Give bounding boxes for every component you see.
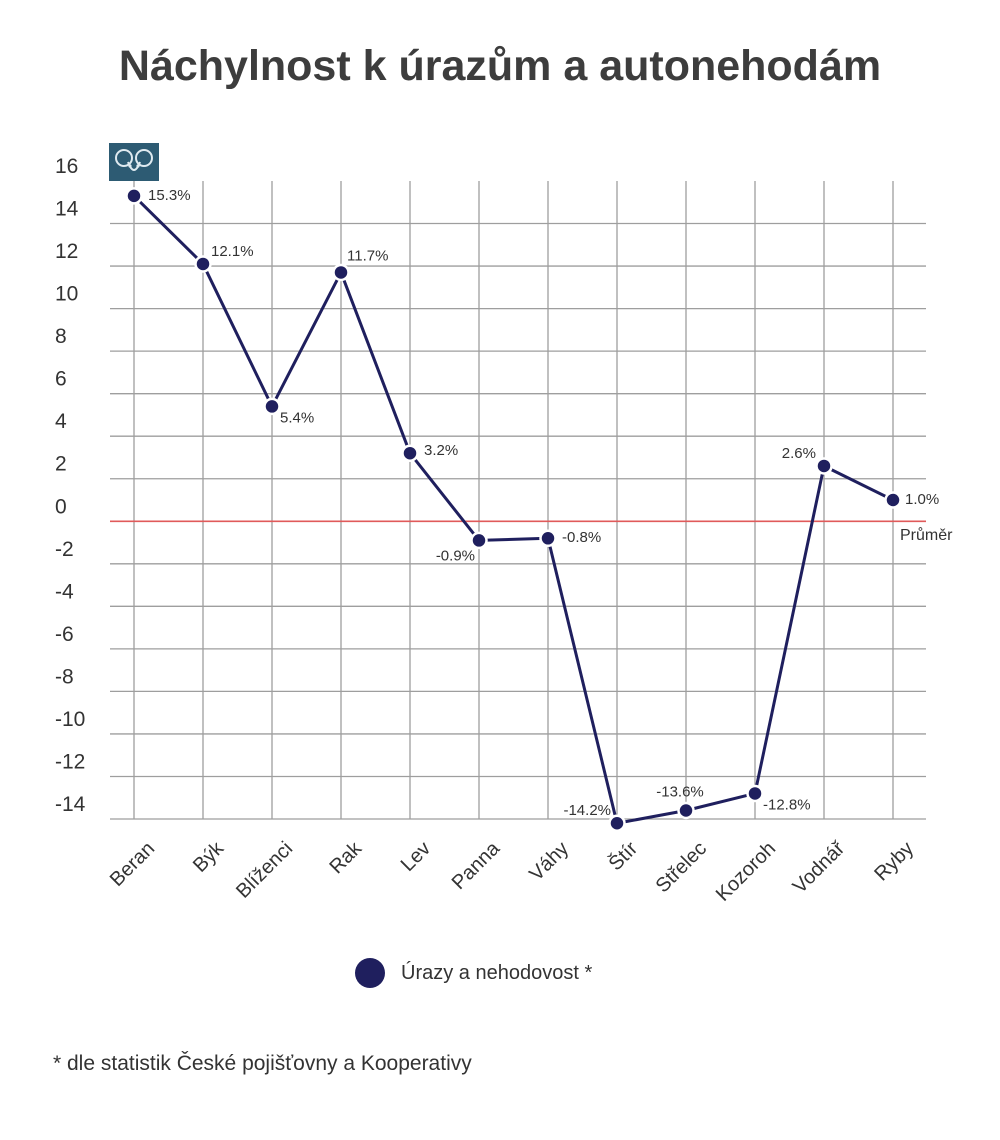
- y-tick-label: 6: [55, 368, 67, 391]
- data-point: [470, 531, 488, 550]
- x-tick-label: Rak: [325, 837, 366, 878]
- average-label: Průměr: [900, 526, 953, 544]
- data-label: -0.8%: [562, 529, 601, 546]
- y-tick-label: 12: [55, 240, 78, 263]
- y-tick-label: -12: [55, 750, 85, 773]
- x-tick-label: Býk: [189, 837, 229, 877]
- legend-label: Úrazy a nehodovost *: [401, 961, 593, 984]
- data-label: -0.9%: [436, 547, 475, 564]
- x-tick-label: Beran: [106, 838, 159, 891]
- data-point: [884, 491, 902, 509]
- y-tick-label: 14: [55, 198, 79, 221]
- y-tick-label: -10: [55, 708, 85, 731]
- x-tick-label: Štír: [604, 837, 643, 876]
- x-tick-label: Váhy: [525, 838, 573, 886]
- data-point: [332, 263, 350, 282]
- footnote: * dle statistik České pojišťovny a Koope…: [53, 1052, 472, 1075]
- y-tick-label: -8: [55, 665, 74, 688]
- x-tick-label: Ryby: [870, 838, 918, 886]
- data-label: 2.6%: [782, 445, 816, 462]
- y-tick-label: 2: [55, 453, 67, 476]
- data-label: 3.2%: [424, 442, 458, 459]
- x-tick-label: Vodnář: [789, 837, 850, 898]
- data-label: 5.4%: [280, 409, 314, 426]
- data-point: [677, 801, 695, 820]
- data-label: 1.0%: [905, 491, 939, 508]
- data-point: [539, 529, 557, 548]
- y-tick-label: 0: [55, 495, 67, 518]
- y-tick-label: -14: [55, 793, 86, 816]
- legend: Úrazy a nehodovost *: [355, 958, 592, 988]
- x-tick-label: Střelec: [652, 838, 712, 898]
- y-tick-label: 8: [55, 325, 67, 348]
- y-tick-label: 10: [55, 283, 78, 306]
- data-label: -12.8%: [763, 796, 811, 813]
- data-label: -14.2%: [563, 802, 611, 819]
- data-label: 15.3%: [148, 187, 191, 204]
- data-point: [125, 187, 143, 205]
- y-tick-label: 4: [55, 410, 67, 433]
- y-tick-label: -2: [55, 538, 74, 561]
- x-tick-label: Blíženci: [232, 838, 297, 903]
- data-label: 12.1%: [211, 243, 254, 260]
- legend-marker: [355, 958, 385, 988]
- aries-ram-icon: [109, 143, 159, 181]
- y-tick-label: -6: [55, 623, 74, 646]
- chart-title: Náchylnost k úrazům a autonehodám: [118, 42, 882, 90]
- data-label: -13.6%: [656, 783, 704, 800]
- data-point: [401, 444, 419, 462]
- y-tick-label: -4: [55, 580, 74, 603]
- x-tick-label: Lev: [397, 838, 435, 876]
- y-tick-label: 16: [55, 155, 78, 178]
- x-tick-label: Kozoroh: [712, 838, 780, 906]
- data-label: 11.7%: [347, 247, 388, 264]
- data-point: [263, 397, 281, 416]
- data-point: [815, 457, 833, 475]
- data-point: [746, 784, 764, 803]
- data-point: [608, 814, 626, 833]
- data-point: [194, 255, 212, 273]
- series-line: [132, 194, 894, 825]
- x-tick-label: Panna: [448, 837, 505, 894]
